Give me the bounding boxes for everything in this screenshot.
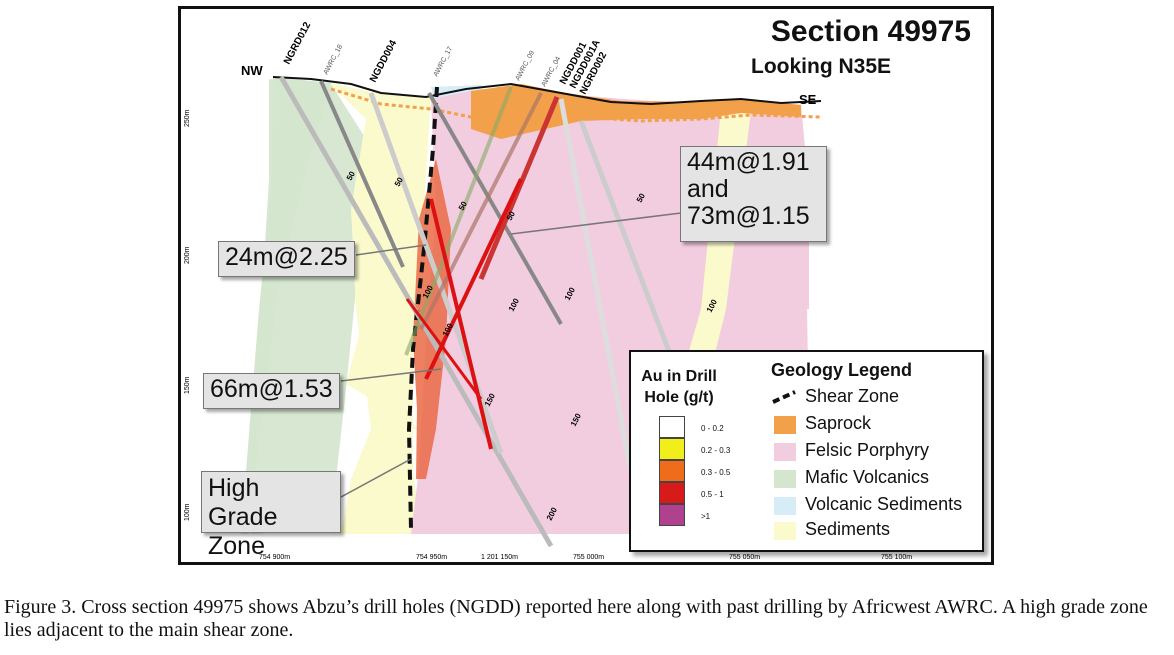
grade-label-1: 0.2 - 0.3 <box>701 446 731 455</box>
shear-zone-swatch <box>772 390 796 404</box>
hole-label-awrc18: AWRC_18 <box>323 44 345 76</box>
geology-label-0: Shear Zone <box>805 386 900 406</box>
rl-label-150: 150m <box>184 376 191 394</box>
geology-swatch-3 <box>774 470 796 488</box>
easting-label-2: 754 950m <box>416 554 447 561</box>
saprock-base-dotted <box>330 87 822 129</box>
au-legend-title: Au in Drill Hole (g/t) <box>641 368 717 406</box>
hole-label-awrc17: AWRC_17 <box>433 46 455 78</box>
easting-label-1: 754 900m <box>259 554 290 561</box>
drill-hole-ngdd001a <box>558 98 639 500</box>
geology-label-4: Volcanic Sediments <box>805 494 963 514</box>
drill-hole-awrc17 <box>427 92 563 325</box>
topography-line <box>272 76 822 106</box>
easting-label-5: 755 050m <box>729 554 760 561</box>
hole-label-awrc09: AWRC_09 <box>515 50 537 82</box>
geology-label-2: Felsic Porphyry <box>805 440 930 460</box>
geology-label-3: Mafic Volcanics <box>805 467 930 487</box>
section-figure: 250m 200m 150m 100m 754 900m 754 950m 1 … <box>178 6 994 565</box>
callout-1-leader <box>510 212 682 235</box>
callout-24m: 24m@2.25 <box>218 241 355 277</box>
grade-label-4: >1 <box>701 512 711 521</box>
geology-swatch-4 <box>774 497 796 515</box>
grade-label-0: 0 - 0.2 <box>701 424 724 433</box>
section-title: Section 49975 <box>770 15 971 48</box>
hole-label-awrc04: AWRC_04 <box>541 56 563 88</box>
hole-label-ngdd004: NGDD004 <box>368 38 400 84</box>
section-subtitle: Looking N35E <box>751 55 892 78</box>
saprock-unit <box>471 84 801 139</box>
callout-4-leader <box>340 458 412 498</box>
shear-zone-line <box>406 86 439 530</box>
grade-label-2: 0.3 - 0.5 <box>701 468 731 477</box>
direction-nw: NW <box>241 63 263 78</box>
easting-label-3: 1 201 150m <box>481 554 518 561</box>
callout-66m: 66m@1.53 <box>203 373 340 409</box>
grade-label-3: 0.5 - 1 <box>701 490 724 499</box>
grade-swatch-3 <box>659 482 685 504</box>
mafic-volcanics-unit-2 <box>251 79 366 534</box>
figure-caption: Figure 3. Cross section 49975 shows Abzu… <box>4 596 1148 641</box>
callout-3-leader <box>340 368 442 382</box>
callout-high-grade-zone: High Grade Zone <box>201 471 341 560</box>
grade-swatch-1 <box>659 438 685 460</box>
geology-swatch-1 <box>774 416 796 434</box>
drill-hole-awrc09 <box>404 86 513 356</box>
rl-label-250: 250m <box>184 109 191 127</box>
geology-label-1: Saprock <box>805 413 872 433</box>
grade-swatch-0 <box>659 416 685 438</box>
drill-hole-ngdd001 <box>478 96 560 280</box>
drill-hole-awrc04 <box>419 92 543 330</box>
direction-se: SE <box>799 92 817 107</box>
intercept-bar-1 <box>429 198 493 450</box>
grade-swatch-4 <box>659 504 685 526</box>
legend: Au in Drill Hole (g/t) Geology Legend 0 … <box>629 350 984 552</box>
callout-2-leader <box>355 244 427 256</box>
intercept-bar-3 <box>405 298 483 400</box>
callout-44m-73m: 44m@1.91 and 73m@1.15 <box>680 146 827 242</box>
rl-label-200: 200m <box>184 246 191 264</box>
geology-legend-title: Geology Legend <box>771 360 913 380</box>
grade-swatch-2 <box>659 460 685 482</box>
geology-label-5: Sediments <box>805 519 891 539</box>
easting-label-4: 755 000m <box>573 554 604 561</box>
geology-swatch-2 <box>774 443 796 461</box>
rl-label-100: 100m <box>184 503 191 521</box>
drill-hole-awrc18 <box>319 80 405 268</box>
geology-swatch-5 <box>774 522 796 540</box>
hole-label-ngrd012: NGRD012 <box>282 20 314 66</box>
easting-label-6: 755 100m <box>881 554 912 561</box>
